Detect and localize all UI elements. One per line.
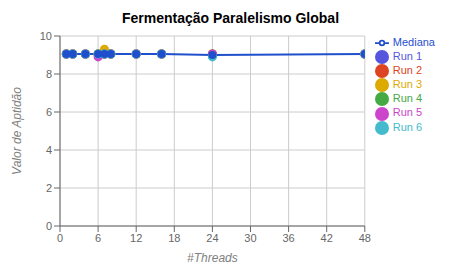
svg-text:10: 10 <box>40 30 52 42</box>
html-text:Run 1: Run 1 <box>392 50 423 63</box>
svg-text:30: 30 <box>244 232 256 244</box>
svg-text:6: 6 <box>95 232 101 244</box>
svg-text:42: 42 <box>321 232 333 244</box>
html-text:Run 6: Run 6 <box>392 120 423 133</box>
svg-text:0: 0 <box>46 220 52 232</box>
html-text:Fermentação Paralelismo Global: Fermentação Paralelismo Global <box>122 10 339 26</box>
svg-text:12: 12 <box>130 232 142 244</box>
html-text:Run 5: Run 5 <box>392 106 423 119</box>
svg-text:0: 0 <box>57 232 63 244</box>
html-text:Mediana: Mediana <box>392 36 435 48</box>
svg-text:8: 8 <box>46 68 52 80</box>
svg-text:4: 4 <box>46 144 52 156</box>
svg-text:#Threads: #Threads <box>187 251 238 265</box>
svg-text:36: 36 <box>282 232 294 244</box>
svg-text:2: 2 <box>46 182 52 194</box>
svg-text:18: 18 <box>168 232 180 244</box>
html-text:Run 3: Run 3 <box>392 78 423 91</box>
html-text:Run 2: Run 2 <box>392 64 423 77</box>
html-text:Run 4: Run 4 <box>392 92 423 105</box>
svg-text:6: 6 <box>46 106 52 118</box>
svg-text:48: 48 <box>359 232 371 244</box>
svg-text:24: 24 <box>206 232 218 244</box>
svg-text:Valor de Aptidão: Valor de Aptidão <box>10 87 24 175</box>
